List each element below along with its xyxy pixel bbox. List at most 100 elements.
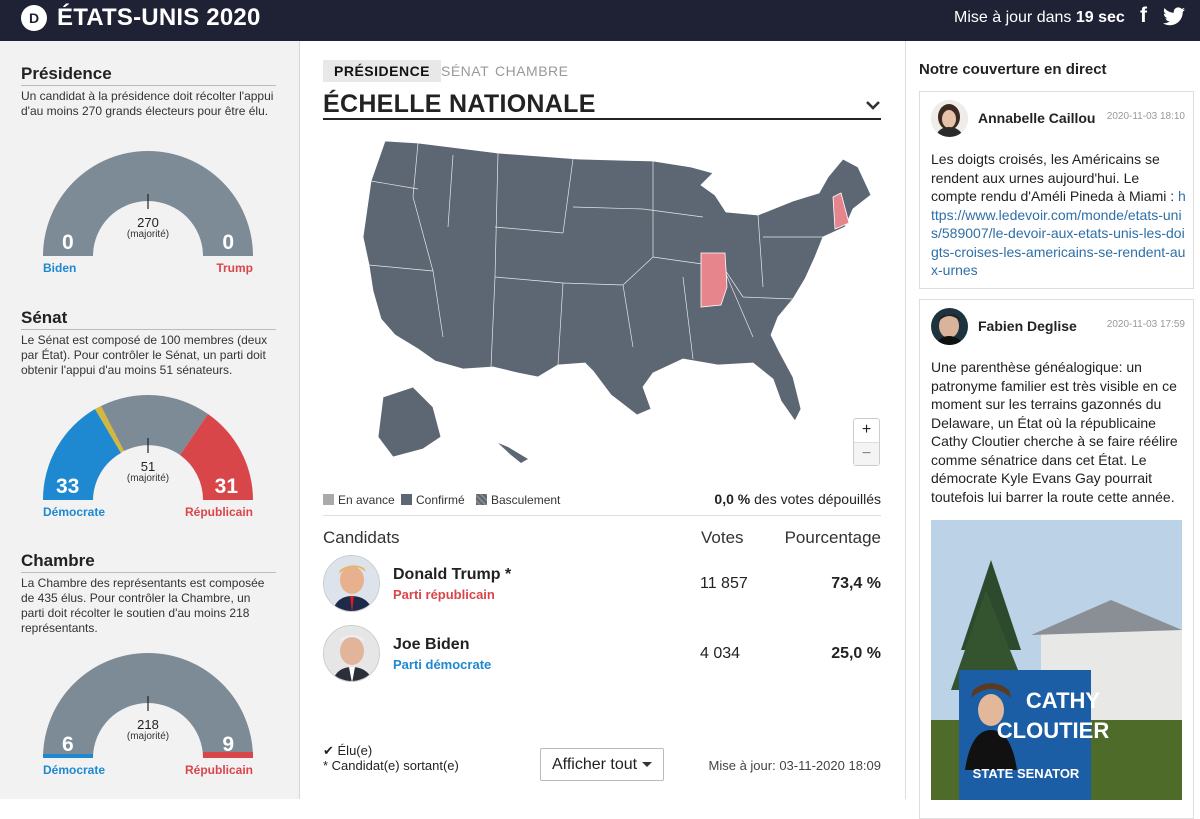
house-section: Chambre La Chambre des représentants est…	[21, 551, 276, 636]
presidency-trump-label: Trump	[216, 261, 253, 275]
live-coverage-title: Notre couverture en direct	[919, 61, 1107, 78]
post-date: 2020-11-03 18:10	[1106, 111, 1185, 122]
ledevoir-logo[interactable]: D	[21, 5, 47, 31]
main-results: PRÉSIDENCE SÉNAT CHAMBRE ÉCHELLE NATIONA…	[323, 41, 883, 799]
map-new-hampshire	[832, 192, 850, 230]
presidency-biden-count: 0	[62, 231, 74, 254]
last-update: Mise à jour: 03-11-2020 18:09	[708, 758, 881, 773]
candidate-votes: 4 034	[700, 645, 741, 662]
post-link[interactable]: https://www.ledevoir.com/monde/etats-uni…	[931, 188, 1186, 278]
scale-title: ÉCHELLE NATIONALE	[323, 90, 596, 118]
col-percentage: Pourcentage	[784, 528, 881, 547]
update-seconds: 19 sec	[1075, 9, 1125, 26]
twitter-icon[interactable]	[1163, 7, 1185, 26]
senate-democrat-count: 33	[56, 475, 80, 498]
scale-selector[interactable]: ÉCHELLE NATIONALE	[323, 90, 881, 120]
legend-flip: Basculement	[476, 493, 560, 507]
senate-majority: 51 (majorité)	[126, 459, 170, 484]
map-hawaii	[498, 443, 528, 463]
votes-counted: 0,0 % des votes dépouillés	[714, 491, 881, 507]
live-post: Annabelle Caillou 2020-11-03 18:10 Les d…	[919, 91, 1194, 289]
page-title: ÉTATS-UNIS 2020	[57, 4, 261, 31]
votes-counted-label: des votes dépouillés	[754, 491, 881, 507]
map-mainland	[362, 140, 872, 422]
sign-line3: STATE SENATOR	[973, 766, 1080, 781]
post-author[interactable]: Annabelle Caillou	[978, 110, 1096, 126]
presidency-gauge: 270 (majorité) 0 0 Biden Trump	[43, 151, 253, 296]
col-votes: Votes	[701, 528, 744, 547]
house-republican-count: 9	[222, 733, 234, 756]
author-avatar	[931, 100, 968, 137]
table-row: Donald Trump * Parti républicain 11 857 …	[323, 555, 881, 615]
table-footnotes: ✔ Élu(e) * Candidat(e) sortant(e)	[323, 743, 459, 773]
tab-chambre[interactable]: CHAMBRE	[495, 63, 569, 79]
legend-confirmed: Confirmé	[401, 493, 465, 507]
zoom-in-button[interactable]: +	[861, 421, 872, 438]
table-row: Joe Biden Parti démocrate 4 034 25,0 %	[323, 625, 881, 685]
post-date: 2020-11-03 17:59	[1106, 319, 1185, 330]
presidency-description: Un candidat à la présidence doit récolte…	[21, 89, 274, 118]
update-countdown: Mise à jour dans 19 sec	[954, 9, 1125, 27]
post-photo[interactable]: CATHY CLOUTIER STATE SENATOR	[931, 520, 1182, 800]
post-text: Une parenthèse généalogique: un patronym…	[931, 359, 1178, 505]
footnote-elected: ✔ Élu(e)	[323, 743, 373, 758]
presidency-majority: 270 (majorité)	[126, 215, 170, 240]
legend-leading: En avance	[323, 493, 395, 507]
sign-line2: CLOUTIER	[997, 718, 1110, 743]
live-coverage: Notre couverture en direct Annabelle Cai…	[905, 41, 1200, 819]
presidency-biden-label: Biden	[43, 261, 77, 275]
footnote-incumbent: * Candidat(e) sortant(e)	[323, 758, 459, 773]
results-table-header: Candidats Votes Pourcentage	[323, 515, 881, 551]
senate-section: Sénat Le Sénat est composé de 100 membre…	[21, 308, 276, 378]
update-prefix: Mise à jour dans	[954, 9, 1072, 26]
senate-title: Sénat	[21, 308, 276, 330]
trump-avatar	[323, 555, 380, 612]
house-title: Chambre	[21, 551, 276, 573]
show-all-dropdown[interactable]: Afficher tout	[540, 748, 664, 781]
senate-republican-count: 31	[214, 475, 238, 498]
sign-line1: CATHY	[1026, 688, 1100, 713]
house-majority: 218 (majorité)	[126, 717, 170, 742]
top-bar: D ÉTATS-UNIS 2020 Mise à jour dans 19 se…	[0, 0, 1200, 41]
house-republican-label: Républicain	[184, 763, 253, 777]
zoom-out-button[interactable]: −	[854, 442, 879, 465]
house-gauge: 218 (majorité) 6 9 Démocrate Républicain	[43, 653, 253, 798]
house-description: La Chambre des représentants est composé…	[21, 576, 265, 635]
post-text: Les doigts croisés, les Américains se re…	[931, 151, 1179, 204]
candidate-pct: 25,0 %	[831, 645, 881, 662]
senate-gauge-chart	[43, 395, 253, 500]
senate-republican-label: Républicain	[184, 505, 253, 519]
caret-down-icon	[642, 762, 652, 767]
facebook-icon[interactable]: f	[1140, 4, 1147, 27]
show-all-label: Afficher tout	[552, 756, 638, 773]
house-gauge-chart	[43, 653, 253, 758]
live-post: Fabien Deglise 2020-11-03 17:59 Une pare…	[919, 299, 1194, 819]
tab-senat[interactable]: SÉNAT	[441, 63, 490, 79]
house-democrat-label: Démocrate	[43, 763, 106, 777]
candidate-pct: 73,4 %	[831, 575, 881, 592]
candidate-votes: 11 857	[700, 575, 748, 592]
map-zoom-control: + −	[853, 418, 880, 466]
candidate-name: Donald Trump *	[393, 566, 512, 583]
us-map[interactable]	[323, 137, 883, 477]
candidate-party: Parti démocrate	[393, 657, 492, 672]
col-candidates: Candidats	[323, 528, 400, 547]
votes-counted-pct: 0,0 %	[714, 491, 751, 507]
author-avatar	[931, 308, 968, 345]
map-indiana	[700, 252, 728, 308]
senate-description: Le Sénat est composé de 100 membres (deu…	[21, 333, 268, 377]
tab-presidence[interactable]: PRÉSIDENCE	[323, 60, 442, 82]
presidency-section: Présidence Un candidat à la présidence d…	[21, 64, 276, 119]
post-author[interactable]: Fabien Deglise	[978, 318, 1077, 334]
biden-avatar	[323, 625, 380, 682]
senate-democrat-label: Démocrate	[43, 505, 106, 519]
presidency-trump-count: 0	[222, 231, 234, 254]
map-alaska	[377, 386, 442, 458]
candidate-name: Joe Biden	[393, 636, 470, 653]
chevron-down-icon[interactable]	[865, 97, 881, 113]
house-democrat-count: 6	[62, 733, 74, 756]
presidency-gauge-chart	[43, 151, 253, 256]
presidency-title: Présidence	[21, 64, 276, 86]
senate-gauge: 51 (majorité) 33 31 Démocrate Républicain	[43, 395, 253, 540]
candidate-party: Parti républicain	[393, 587, 495, 602]
